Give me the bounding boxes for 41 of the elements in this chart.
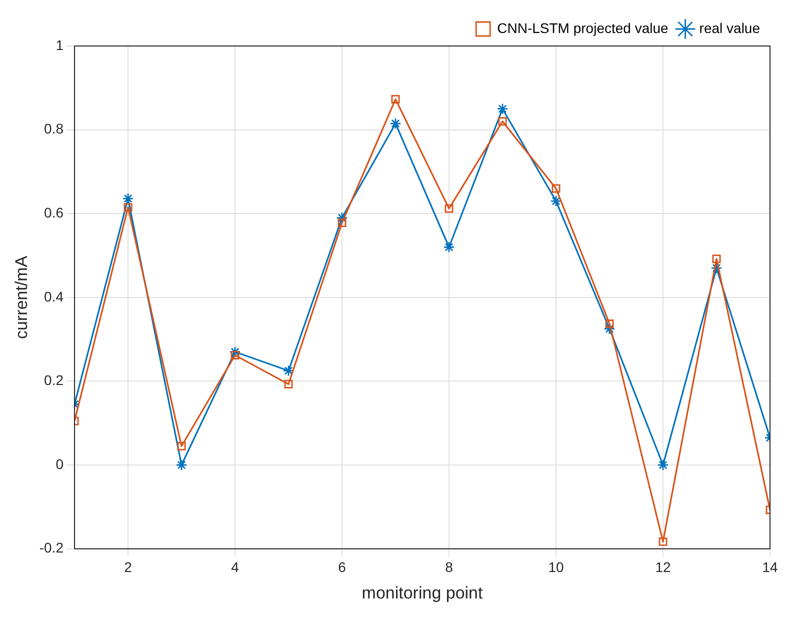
point <box>124 203 132 212</box>
y-tick-label: -0.2 <box>39 540 64 556</box>
point <box>657 459 669 471</box>
point <box>229 346 241 358</box>
x-tick-label: 2 <box>124 559 132 576</box>
y-tick-label: 0 <box>56 456 64 472</box>
point <box>710 262 722 274</box>
point <box>604 323 616 335</box>
y-tick-label: 0.4 <box>44 288 64 304</box>
point <box>391 94 400 104</box>
point <box>230 350 240 360</box>
point <box>390 118 402 130</box>
x-tick-label: 12 <box>655 559 671 576</box>
point <box>552 184 560 193</box>
x-tick-label: 14 <box>762 559 778 576</box>
point <box>336 212 348 224</box>
y-tick-label: 0.6 <box>44 204 64 220</box>
x-axis-title: monitoring point <box>362 583 484 602</box>
x-tick-label: 8 <box>445 559 454 576</box>
point <box>550 195 562 207</box>
point <box>177 442 186 450</box>
y-tick-label: 1 <box>56 36 64 53</box>
point <box>496 103 508 115</box>
point <box>443 241 455 253</box>
point <box>498 117 507 126</box>
legend-label: real value <box>699 20 760 36</box>
point <box>605 320 614 328</box>
x-tick-label: 6 <box>338 559 346 576</box>
y-tick-label: 0.8 <box>44 120 64 137</box>
y-axis-title: current/mA <box>12 255 31 339</box>
point <box>444 204 454 213</box>
x-tick-label: 10 <box>548 559 564 576</box>
point <box>176 459 188 471</box>
point <box>658 537 668 546</box>
point <box>122 192 134 204</box>
x-tick-label: 4 <box>231 559 240 576</box>
point <box>338 218 346 228</box>
point <box>284 380 293 388</box>
point <box>712 254 721 264</box>
y-tick-label: 0.2 <box>44 372 64 388</box>
legend-label: CNN-LSTM projected value <box>497 20 669 36</box>
